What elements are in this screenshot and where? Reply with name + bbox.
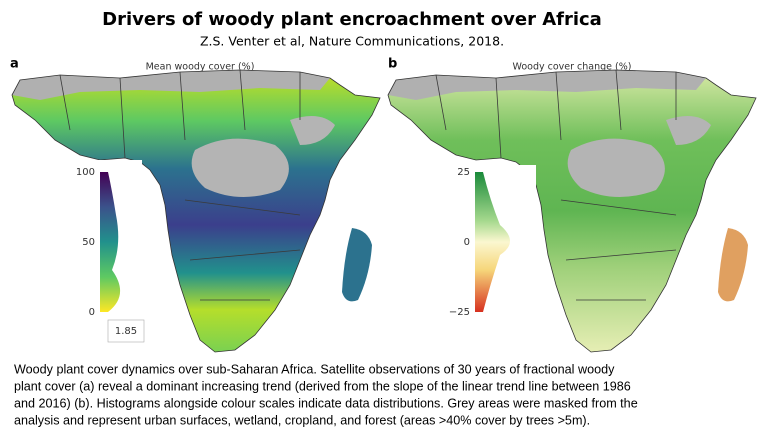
scale-tick: 0 (89, 307, 95, 318)
title: Drivers of woody plant encroachment over… (102, 9, 602, 30)
landmass (388, 70, 756, 352)
masked-area (191, 138, 289, 198)
panel-title: Woody cover change (%) (513, 62, 632, 73)
scale-tick: 50 (82, 237, 95, 248)
caption-line: and 2016) (b). Histograms alongside colo… (14, 396, 638, 410)
scale-tick: −25 (449, 307, 470, 318)
scale-tick: 25 (457, 167, 470, 178)
panel-label: b (388, 57, 397, 72)
map-a: a Mean woody cover (%) 100 50 0 1.85 (10, 57, 381, 353)
masked-area (388, 70, 706, 100)
color-scale (100, 172, 108, 312)
scale-tick: 100 (76, 167, 95, 178)
histogram (483, 172, 510, 312)
histogram-box (107, 319, 145, 343)
masked-area (567, 138, 665, 198)
borders (435, 69, 677, 301)
caption-line: analysis and represent urban surfaces, w… (14, 413, 590, 427)
color-scale (475, 172, 483, 312)
masked-area (290, 116, 335, 145)
masked-area (666, 116, 711, 145)
map-b-body (387, 69, 757, 353)
caption-line: Woody plant cover dynamics over sub-Saha… (14, 362, 615, 376)
masked-area (12, 70, 330, 100)
map-b: b Woody cover change (%) 25 0 −25 (387, 57, 757, 353)
scale-tick: 0 (464, 237, 470, 248)
histogram (108, 172, 121, 312)
histogram-label: 1.85 (115, 326, 137, 337)
caption: Woody plant cover dynamics over sub-Saha… (14, 362, 638, 427)
madagascar (342, 228, 372, 302)
panel-label: a (10, 57, 19, 72)
caption-line: plant cover (a) reveal a dominant increa… (14, 379, 631, 393)
subtitle: Z.S. Venter et al, Nature Communications… (200, 34, 504, 49)
madagascar (718, 228, 748, 302)
borders (59, 69, 301, 301)
panel-title: Mean woody cover (%) (146, 62, 255, 73)
